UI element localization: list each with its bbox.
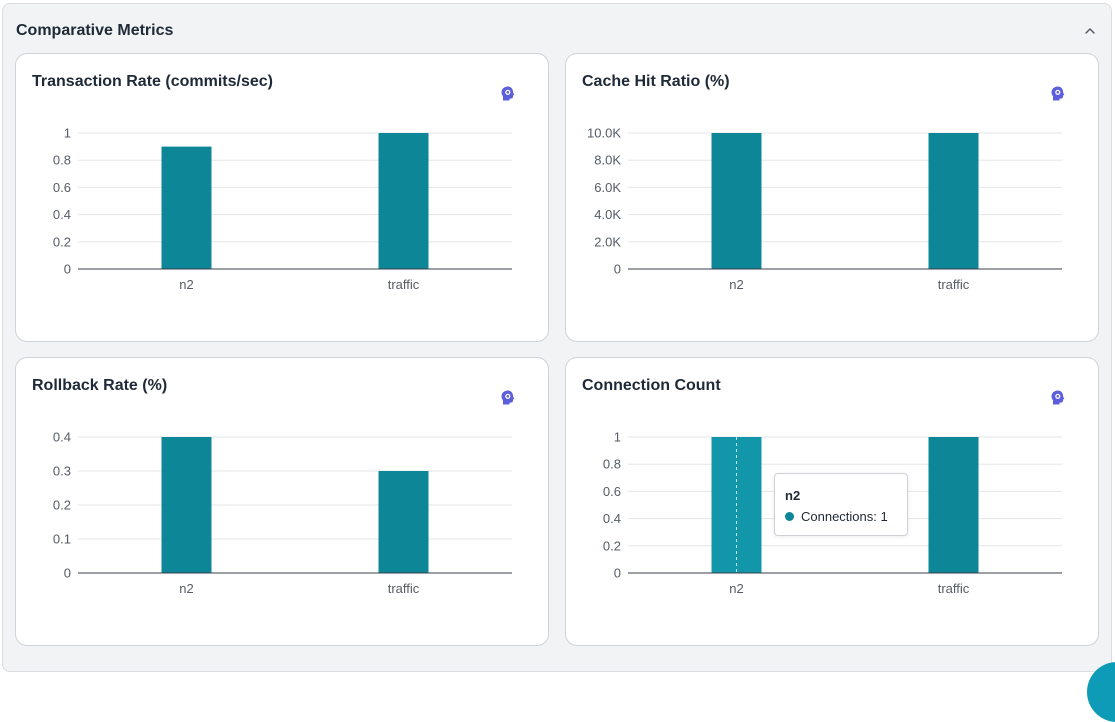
y-tick-label: 0: [64, 566, 71, 581]
y-tick-label: 1: [614, 430, 621, 445]
bar-traffic: [928, 437, 979, 573]
ai-insight-icon[interactable]: [1049, 389, 1067, 407]
y-tick-label: 0.6: [53, 180, 71, 195]
ai-insight-icon[interactable]: [1049, 85, 1067, 103]
bar-n2: [161, 437, 212, 573]
bar-chart-rollback-rate: 0 0.1 0.2 0.3 0.4 n2 traffic: [53, 430, 512, 596]
chart-title: Transaction Rate (commits/sec): [32, 73, 273, 90]
y-tick-label: 0.6: [603, 484, 621, 499]
y-tick-label: 0.1: [53, 532, 71, 547]
ai-insight-icon[interactable]: [499, 389, 517, 407]
chart-card-cache-hit-ratio: Cache Hit Ratio (%) 0 2.0K 4.0K 6.0K 8.0K 10.…: [565, 53, 1099, 342]
tooltip-value: Connections: 1: [801, 509, 888, 524]
y-tick-label: 0.3: [53, 464, 71, 479]
y-tick-label: 0.2: [603, 538, 621, 553]
y-tick-label: 0: [614, 566, 621, 581]
bar-traffic: [928, 133, 979, 269]
chart-title: Cache Hit Ratio (%): [582, 73, 730, 90]
chevron-up-icon[interactable]: [1083, 24, 1097, 38]
y-tick-label: 0.4: [603, 511, 621, 526]
x-tick-label: n2: [179, 277, 193, 292]
y-tick-label: 1: [64, 126, 71, 141]
y-tick-label: 0.4: [53, 207, 71, 222]
ai-insight-icon[interactable]: [499, 85, 517, 103]
chart-card-transaction-rate: Transaction Rate (commits/sec) 0 0.2 0.4 0.…: [15, 53, 549, 342]
bar-chart-connection-count: 0 0.2 0.4 0.6 0.8 1 n2 traffic: [603, 430, 1062, 596]
y-tick-label: 0: [614, 262, 621, 277]
y-tick-label: 0.2: [53, 498, 71, 513]
bar-traffic: [378, 133, 429, 269]
chart-card-connection-count: Connection Count 0 0.2 0.4 0.6 0.8 1 n2 traffic…: [565, 357, 1099, 646]
chart-title: Rollback Rate (%): [32, 377, 168, 394]
y-tick-label: 10.0K: [587, 126, 621, 141]
x-tick-label: n2: [729, 277, 743, 292]
bar-traffic: [378, 471, 429, 573]
chart-title: Connection Count: [582, 377, 721, 394]
chart-card-rollback-rate: Rollback Rate (%) 0 0.1 0.2 0.3 0.4 n2 traffic: [15, 357, 549, 646]
bar-n2: [711, 133, 762, 269]
y-tick-label: 0.4: [53, 430, 71, 445]
bar-n2: [161, 146, 212, 269]
x-tick-label: n2: [729, 581, 743, 596]
tooltip-series-dot: [785, 512, 794, 521]
x-tick-label: n2: [179, 581, 193, 596]
y-tick-label: 0.2: [53, 234, 71, 249]
bar-chart-cache-hit-ratio: 0 2.0K 4.0K 6.0K 8.0K 10.0K n2 traffic: [587, 126, 1062, 292]
chart-tooltip: n2 Connections: 1: [774, 473, 908, 536]
y-tick-label: 8.0K: [594, 153, 621, 168]
tooltip-title: n2: [785, 488, 801, 503]
x-tick-label: traffic: [388, 277, 420, 292]
y-tick-label: 0.8: [53, 153, 71, 168]
y-tick-label: 0: [64, 262, 71, 277]
section-title: Comparative Metrics: [16, 22, 174, 39]
y-tick-label: 0.8: [603, 457, 621, 472]
x-tick-label: traffic: [388, 581, 420, 596]
y-tick-label: 2.0K: [594, 234, 621, 249]
y-tick-label: 6.0K: [594, 180, 621, 195]
x-tick-label: traffic: [938, 277, 970, 292]
y-tick-label: 4.0K: [594, 207, 621, 222]
x-tick-label: traffic: [938, 581, 970, 596]
bar-chart-transaction-rate: 0 0.2 0.4 0.6 0.8 1 n2 traffic: [53, 126, 512, 292]
